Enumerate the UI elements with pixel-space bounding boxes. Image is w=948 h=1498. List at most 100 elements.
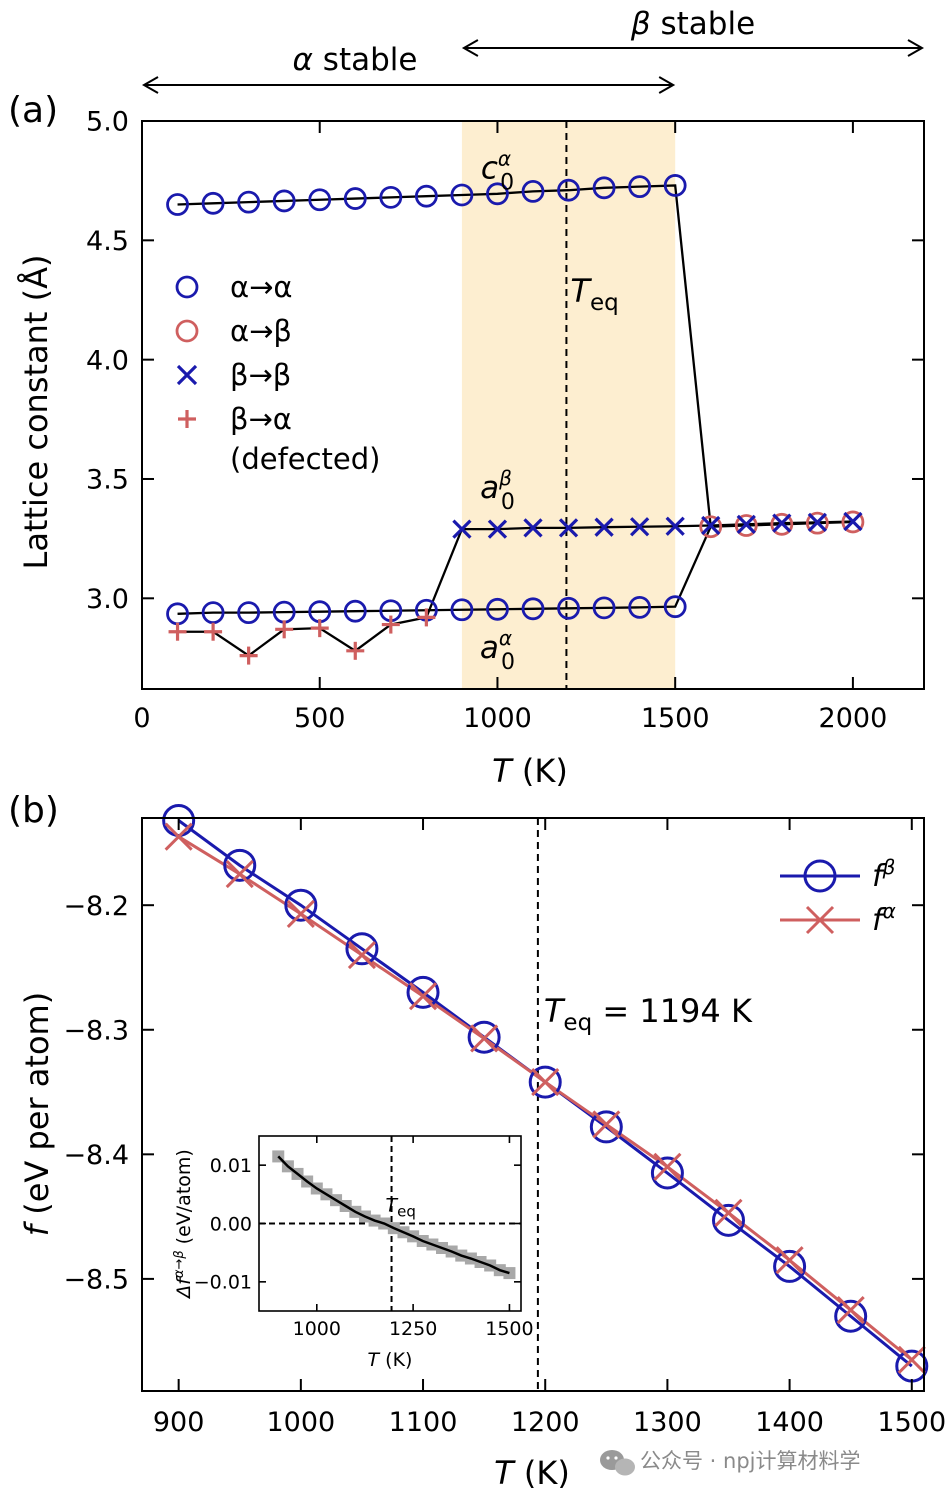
data-point-c0 bbox=[379, 185, 403, 209]
shaded-region bbox=[461, 121, 676, 689]
data-point-f-alpha bbox=[714, 1198, 743, 1227]
data-point-f-alpha bbox=[897, 1345, 926, 1374]
y-tick-label: −8.3 bbox=[63, 1015, 129, 1046]
legend-marker bbox=[175, 275, 199, 299]
data-point-c0 bbox=[450, 183, 474, 207]
data-point-a0_beta bbox=[487, 519, 508, 539]
legend: α→α α→β β→β β→α (defected) bbox=[175, 270, 381, 476]
data-point-f-beta bbox=[773, 1249, 807, 1283]
x-tick-label: 500 bbox=[294, 703, 346, 734]
x-tick-label: 2000 bbox=[819, 703, 888, 734]
data-point-a0_beta_to_alpha bbox=[381, 615, 400, 634]
data-point-a0_alpha_to_beta bbox=[734, 514, 758, 537]
connecting-line bbox=[177, 526, 712, 615]
beta-stable-arrow bbox=[461, 39, 925, 57]
axes-frame bbox=[141, 817, 925, 1392]
x-axis-label: T (K) bbox=[494, 1454, 570, 1492]
data-point-c0 bbox=[166, 193, 189, 216]
data-point-f-alpha bbox=[653, 1152, 682, 1181]
data-point-a0_beta_to_alpha bbox=[310, 619, 329, 638]
y-tick-label: 0.00 bbox=[210, 1213, 252, 1235]
y-tick-label: 4.5 bbox=[86, 226, 129, 257]
y-tick-label: 4.0 bbox=[86, 345, 129, 376]
data-point-a0_beta_to_alpha bbox=[204, 622, 223, 641]
connecting-line bbox=[177, 184, 853, 528]
axes-frame bbox=[141, 120, 925, 690]
data-point-a0_beta bbox=[630, 517, 650, 537]
data-point-c0 bbox=[237, 190, 261, 214]
data-point-f-beta bbox=[223, 848, 257, 882]
x-tick-label: 1000 bbox=[463, 703, 532, 734]
inset-axis-ticks: 1000 1250 1500 0.01 0.00 −0.01 bbox=[194, 1136, 534, 1340]
panel-a-label: (a) bbox=[8, 90, 58, 131]
data-point-f-beta bbox=[467, 1020, 501, 1054]
x-tick-label: 900 bbox=[153, 1407, 205, 1438]
data-point-a0_alpha_to_beta bbox=[770, 512, 794, 536]
data-point-c0 bbox=[592, 176, 616, 200]
data-point-a0_beta bbox=[665, 516, 685, 536]
inset-teq-label: Teq bbox=[386, 1195, 416, 1221]
data-point-a0_beta_to_alpha bbox=[275, 620, 294, 639]
data-point-f-beta bbox=[528, 1065, 562, 1099]
legend-label: α→β bbox=[230, 314, 292, 348]
data-point-f-alpha bbox=[347, 940, 376, 970]
x-tick-label: 1200 bbox=[511, 1407, 580, 1438]
data-point-a0_alpha bbox=[521, 597, 545, 621]
data-point-a0_alpha bbox=[450, 598, 474, 622]
legend-label: fβ bbox=[872, 855, 896, 894]
alpha-stable-arrow bbox=[141, 76, 676, 94]
data-point-c0 bbox=[414, 184, 438, 208]
data-point-c0 bbox=[308, 188, 332, 212]
data-point-c0 bbox=[521, 180, 545, 203]
legend-marker bbox=[178, 410, 196, 428]
data-point-f-alpha bbox=[225, 859, 254, 889]
data-point-c0 bbox=[628, 175, 652, 199]
teq-label: Teq = 1194 K bbox=[544, 992, 753, 1036]
watermark: 公众号 · npj计算材料学 bbox=[600, 1449, 861, 1476]
data-point-a0_beta bbox=[736, 514, 756, 534]
annotation-a0-β: aβ 0 bbox=[480, 466, 515, 515]
data-point-a0_alpha_to_beta bbox=[699, 515, 723, 539]
data-point-a0_alpha bbox=[486, 597, 509, 621]
data-point-c0 bbox=[486, 182, 509, 206]
x-tick-label: 1500 bbox=[877, 1407, 946, 1438]
x-tick-label: 1500 bbox=[485, 1318, 533, 1340]
data-point-f-beta bbox=[345, 932, 379, 966]
annotation-c0-α: cα 0 bbox=[481, 146, 514, 195]
x-axis-label: T (K) bbox=[492, 752, 568, 790]
data-point-a0_alpha bbox=[237, 601, 261, 625]
data-point-a0_alpha bbox=[343, 599, 367, 623]
y-tick-label: 0.01 bbox=[210, 1155, 252, 1177]
data-point-a0_beta bbox=[594, 517, 614, 537]
data-point-f-alpha bbox=[836, 1295, 865, 1325]
data-point-f-beta bbox=[650, 1156, 684, 1190]
data-point-a0_beta_to_alpha bbox=[239, 646, 258, 665]
data-point-a0_alpha_to_beta bbox=[841, 510, 865, 534]
data-point-c0 bbox=[663, 174, 687, 197]
data-point-a0_beta bbox=[843, 511, 863, 532]
legend-marker bbox=[805, 905, 835, 935]
legend-label: α→α bbox=[230, 270, 293, 304]
data-point-a0_beta bbox=[807, 512, 827, 533]
data-point-c0 bbox=[272, 189, 296, 213]
data-point-a0_beta bbox=[558, 518, 579, 538]
data-point-f-alpha bbox=[470, 1024, 499, 1053]
lattice-annotations: cα 0 aβ 0 aα 0 bbox=[480, 146, 515, 675]
x-tick-label: 1000 bbox=[293, 1318, 341, 1340]
data-point-a0_alpha_to_beta bbox=[805, 511, 829, 535]
data-point-c0 bbox=[343, 187, 367, 210]
annotation-a0-α: aα 0 bbox=[480, 626, 515, 675]
data-markers bbox=[166, 174, 865, 665]
inset-chart: 1000 1250 1500 0.01 0.00 −0.01 Teq T (K) Δfα→… bbox=[172, 1135, 534, 1371]
data-point-a0_beta_to_alpha bbox=[417, 608, 436, 627]
data-point-f-beta bbox=[834, 1299, 868, 1333]
axis-ticks: 900 1000 1100 1200 1300 1400 1500 −8.2 −8.3 −8.4 −… bbox=[63, 818, 946, 1438]
x-tick-label: 1400 bbox=[755, 1407, 824, 1438]
data-point-f-beta bbox=[406, 975, 440, 1009]
legend-marker bbox=[175, 319, 199, 343]
panel-a: (a) α stable β stable 0 500 1000 1500 2000 3.0… bbox=[8, 6, 925, 790]
legend-label-2: (defected) bbox=[230, 442, 381, 476]
y-axis-label: Lattice constant (Å) bbox=[17, 254, 55, 569]
x-tick-label: 1250 bbox=[389, 1318, 437, 1340]
